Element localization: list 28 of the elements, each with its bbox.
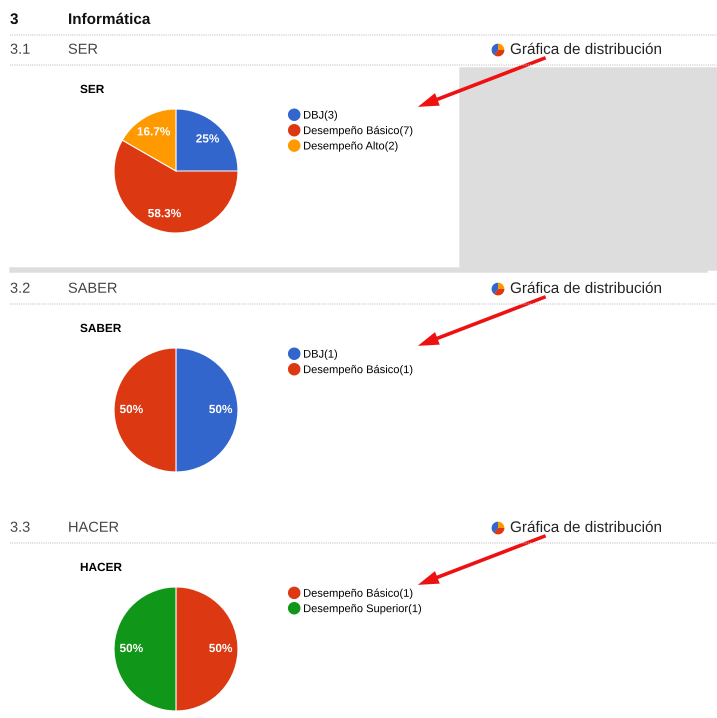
data-label: 58.3%	[148, 208, 181, 218]
legend-label: Desempeño Superior(1)	[304, 604, 421, 614]
legend-label: Desempeño Básico(1)	[304, 364, 412, 376]
chart-title: HACER	[80, 562, 122, 572]
legend-label: DBJ(1)	[304, 350, 337, 360]
text: Gráfica de distribución	[510, 520, 662, 532]
text: SABER	[68, 282, 117, 293]
text: Gráfica de distribución	[510, 282, 662, 294]
data-label: 50%	[209, 404, 232, 414]
text: Informática	[69, 12, 150, 24]
chart-title: SER	[80, 84, 104, 94]
text: 3	[10, 13, 18, 24]
legend-label: Desempeño Básico(7)	[304, 126, 412, 136]
legend-label: Desempeño Alto(2)	[304, 141, 398, 152]
data-label: 50%	[120, 404, 143, 414]
text: 3.3	[10, 522, 30, 532]
text: Gráfica de distribución	[510, 42, 662, 54]
text: 3.2	[10, 282, 30, 293]
data-label: 16.7%	[138, 127, 170, 136]
text: SER	[68, 44, 98, 54]
data-label: 25%	[196, 134, 220, 143]
text: 3.1	[10, 44, 30, 54]
data-label: 50%	[209, 644, 232, 652]
legend-label: DBJ(3)	[304, 110, 337, 121]
chart-title: SABER	[80, 324, 122, 332]
data-label: 50%	[120, 644, 143, 652]
legend-label: Desempeño Básico(1)	[304, 588, 412, 600]
text: HACER	[69, 522, 118, 532]
